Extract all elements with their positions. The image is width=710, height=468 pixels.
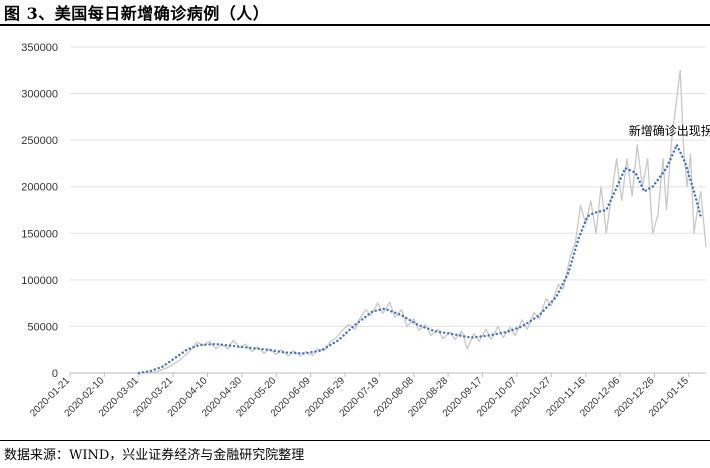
y-tick-label: 0 [52,368,58,380]
y-tick-label: 350000 [21,42,58,54]
figure-title: 图 3、美国每日新增确诊病例（人） [4,4,270,23]
series-trend-line [137,143,702,375]
title-divider [0,24,710,26]
source-note: 数据来源：WIND，兴业证券经济与金融研究院整理 [4,448,305,463]
gridlines [70,46,706,327]
y-tick-label: 300000 [21,89,58,101]
x-axis-ticks: 2020-01-212020-02-102020-03-012020-03-21… [28,373,691,419]
series-daily-new-cases-line [70,69,707,374]
y-tick-label: 250000 [21,135,58,147]
line-chart: 0 50000 100000 150000 200000 250000 300000 3500… [21,42,710,419]
y-tick-label: 50000 [27,321,58,333]
y-tick-label: 200000 [21,182,58,194]
annotations: 新增确诊出现拐点 [629,123,710,138]
y-tick-label: 100000 [21,275,58,287]
source-divider [0,440,710,441]
annotation-text: 新增确诊出现拐点 [629,123,710,138]
y-axis-ticks: 0 50000 100000 150000 200000 250000 300000 3500… [21,42,58,380]
series-group [70,69,707,375]
y-tick-label: 150000 [21,228,58,240]
